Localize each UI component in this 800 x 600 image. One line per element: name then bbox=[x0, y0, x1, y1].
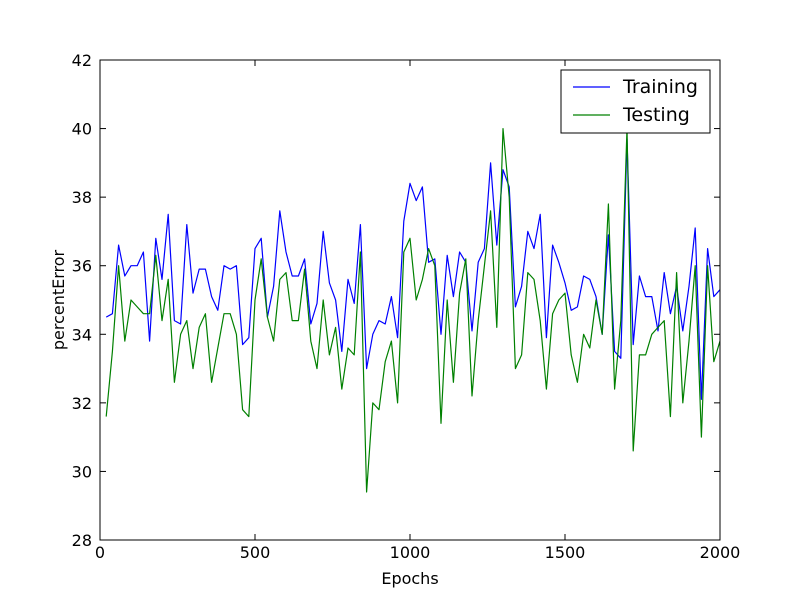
x-axis-ticks: 0 500 1000 1500 2000 bbox=[95, 60, 740, 562]
series-line-testing bbox=[105, 128, 721, 493]
legend-label-testing: Testing bbox=[622, 104, 690, 126]
legend-label-training: Training bbox=[622, 76, 698, 98]
x-tick-label: 0 bbox=[95, 543, 105, 562]
y-tick-label: 34 bbox=[72, 325, 92, 344]
x-tick-label: 1000 bbox=[390, 543, 431, 562]
y-tick-label: 40 bbox=[72, 120, 92, 139]
legend-box bbox=[560, 69, 711, 134]
y-tick-label: 30 bbox=[72, 462, 92, 481]
y-tick-label: 36 bbox=[72, 257, 92, 276]
y-axis-label: percentError bbox=[49, 249, 68, 350]
y-tick-label: 32 bbox=[72, 394, 92, 413]
x-tick-label: 500 bbox=[240, 543, 271, 562]
legend: Training Testing bbox=[560, 69, 711, 134]
series-lines bbox=[105, 128, 721, 493]
plot-frame bbox=[99, 59, 721, 541]
y-axis-ticks: 28 30 32 34 36 38 40 42 bbox=[72, 51, 720, 550]
x-tick-label: 2000 bbox=[700, 543, 741, 562]
x-tick-label: 1500 bbox=[545, 543, 586, 562]
y-tick-label: 42 bbox=[72, 51, 92, 70]
y-tick-label: 38 bbox=[72, 188, 92, 207]
y-tick-label: 28 bbox=[72, 531, 92, 550]
x-axis-label: Epochs bbox=[381, 569, 438, 588]
